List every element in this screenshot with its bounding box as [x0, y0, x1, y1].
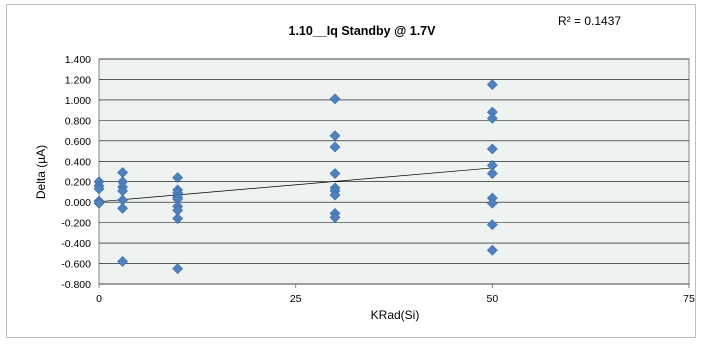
data-point — [486, 219, 498, 231]
data-point — [329, 141, 341, 153]
data-point — [486, 112, 498, 124]
data-point — [486, 244, 498, 256]
data-point — [486, 143, 498, 155]
data-point — [117, 202, 129, 214]
x-tick-label: 0 — [96, 293, 102, 305]
data-point — [93, 183, 105, 195]
y-tick-label: 1.400 — [65, 54, 91, 66]
chart-frame: 1.10__Iq Standby @ 1.7V R² = 0.1437 1.40… — [6, 4, 696, 338]
y-tick-label: 0.400 — [65, 156, 91, 168]
r-squared-annotation: R² = 0.1437 — [558, 14, 621, 28]
trendline — [98, 167, 493, 203]
data-point — [172, 263, 184, 275]
plot-area: 1.400 1.200 1.000 0.800 0.600 0.400 0.200 0.000… — [61, 54, 695, 305]
y-tick-label: 1.000 — [65, 95, 91, 107]
scatter-chart: 1.10__Iq Standby @ 1.7V R² = 0.1437 1.40… — [34, 14, 695, 322]
y-tick-label: 0.600 — [65, 136, 91, 148]
data-point — [486, 197, 498, 209]
y-tick-label: -0.200 — [61, 218, 91, 230]
y-tick-label: -0.800 — [61, 279, 91, 291]
y-tick-label: -0.600 — [61, 259, 91, 271]
data-point — [172, 172, 184, 184]
chart-title: 1.10__Iq Standby @ 1.7V — [289, 24, 437, 38]
x-tick-label: 75 — [683, 293, 695, 305]
plot-background — [98, 58, 690, 285]
data-point — [329, 189, 341, 201]
y-tick-label: 0.200 — [65, 177, 91, 189]
x-tick-label: 50 — [486, 293, 498, 305]
y-tick-label: 1.200 — [65, 74, 91, 86]
data-point — [486, 79, 498, 90]
data-point — [329, 130, 341, 142]
data-point — [93, 197, 105, 209]
y-tick-label: 0.800 — [65, 115, 91, 127]
data-point — [117, 256, 129, 267]
y-tick-label: 0.000 — [65, 197, 91, 209]
data-point — [172, 213, 184, 224]
y-tick-label: -0.400 — [61, 238, 91, 250]
data-point — [329, 212, 341, 223]
data-point — [486, 168, 498, 179]
data-point — [329, 168, 341, 179]
x-tick-label: 25 — [290, 293, 302, 305]
y-axis-label: Delta (µA) — [34, 145, 48, 199]
x-axis-label: KRad(Si) — [371, 308, 420, 322]
data-point — [329, 93, 341, 105]
